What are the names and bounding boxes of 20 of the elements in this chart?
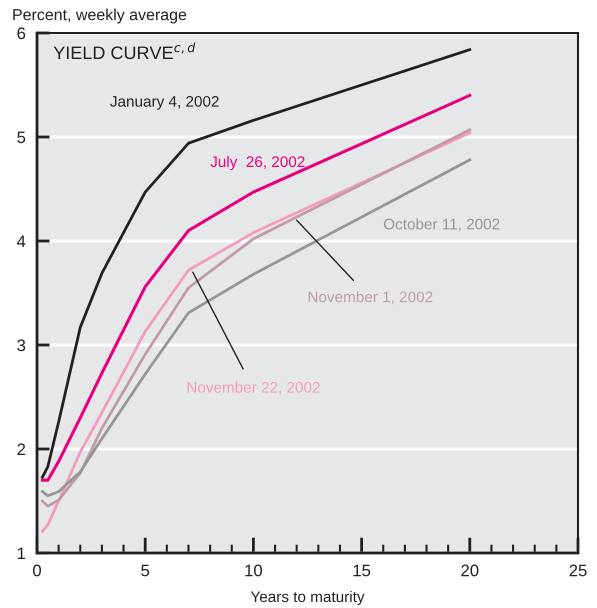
y-axis-title: Percent, weekly average	[13, 8, 186, 24]
y-tick-label: 3	[17, 339, 26, 352]
y-tick-label: 2	[17, 443, 26, 456]
x-tick-label: 5	[141, 564, 150, 576]
x-axis-title: Years to maturity	[250, 590, 365, 606]
x-tick-label: 15	[354, 564, 370, 576]
x-tick-label: 25	[570, 564, 587, 576]
chart-title: YIELD CURVE$^{c,d}$	[54, 42, 196, 60]
y-tick-label: 5	[17, 132, 26, 144]
x-tick-label: 20	[461, 564, 478, 576]
y-tick-label: 4	[17, 236, 26, 248]
x-tick-label: 0	[33, 564, 41, 576]
text: November 1, 2002	[308, 291, 432, 304]
y-tick-label: 6	[17, 27, 26, 40]
series-label: October 11, 2002	[384, 218, 500, 232]
text: November 22, 2002	[188, 382, 320, 395]
x-tick-label: 10	[245, 564, 262, 576]
series-label: July 26, 2002	[210, 156, 305, 170]
series-label: January 4, 2002	[110, 96, 219, 110]
y-tick-label: 1	[18, 548, 26, 560]
